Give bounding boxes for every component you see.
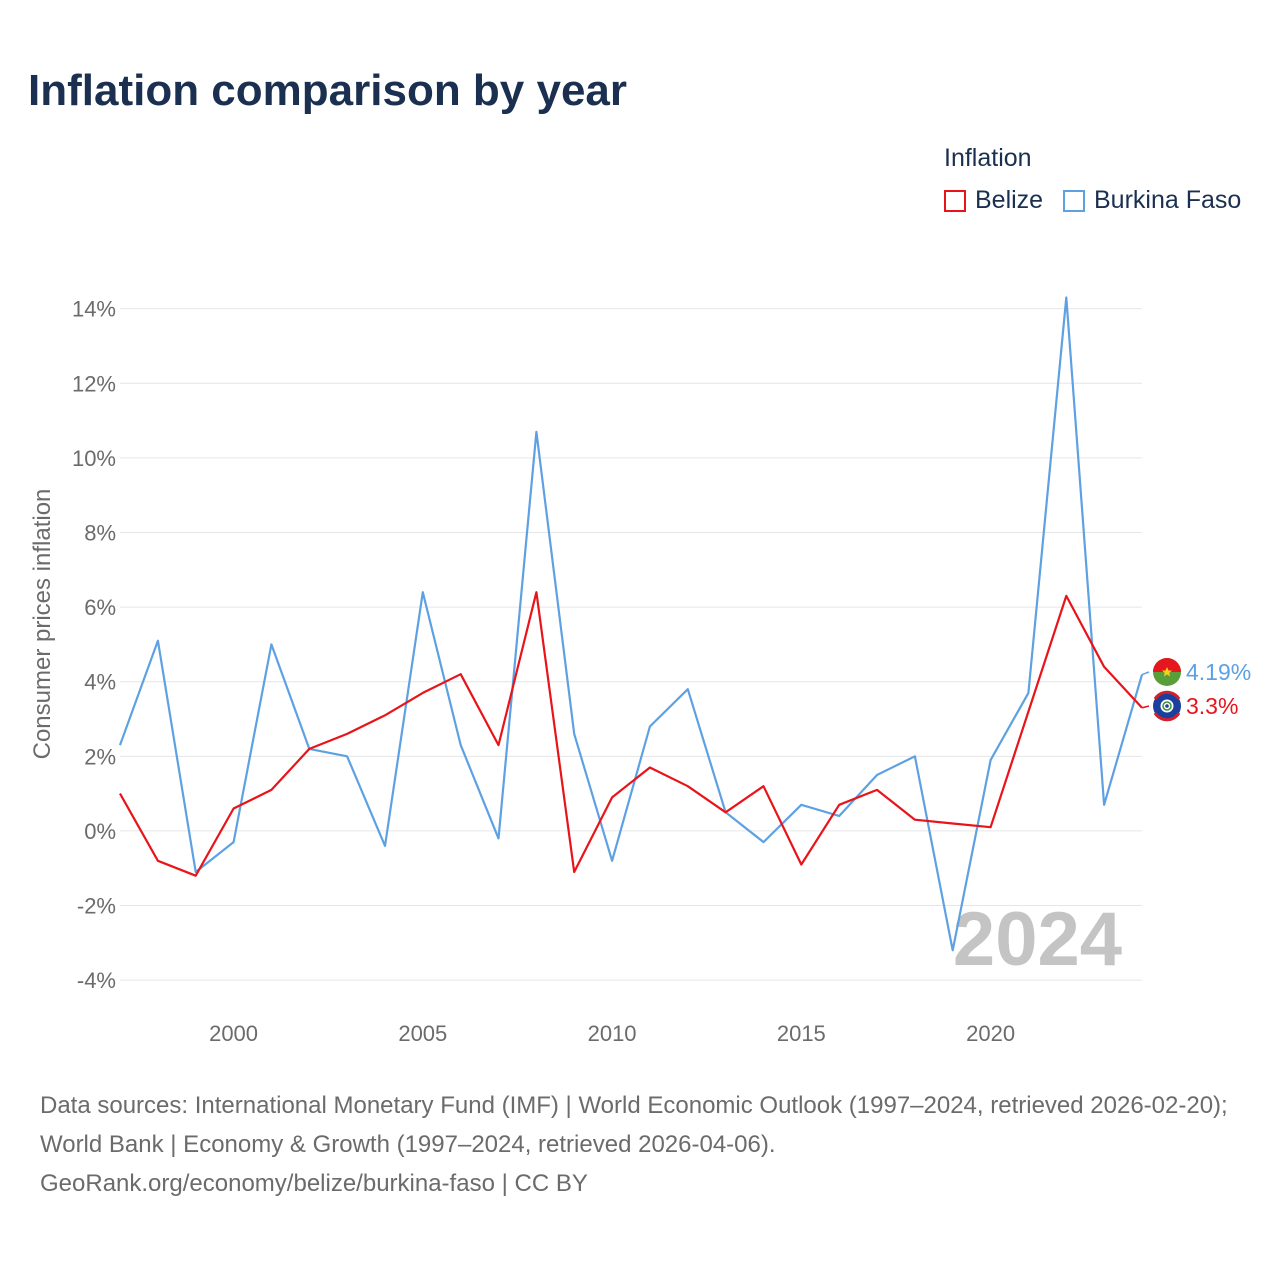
footer: Data sources: International Monetary Fun… <box>40 1086 1250 1203</box>
credit-link[interactable]: GeoRank.org/economy/belize/burkina-faso … <box>40 1170 588 1197</box>
x-tick-label: 2000 <box>209 1021 258 1046</box>
legend-label-belize: Belize <box>975 186 1044 214</box>
chart-title: Inflation comparison by year <box>28 66 628 115</box>
flag-wreath <box>1162 701 1172 711</box>
end-value-label-belize: 3.3% <box>1186 693 1238 719</box>
legend-swatch-belize <box>944 189 966 212</box>
y-tick-label: -2% <box>77 894 116 919</box>
series-line-belize <box>119 591 1143 877</box>
line-chart: -4%-2%0%2%4%6%8%10%12%14% 2000 2005 2010 20… <box>29 296 1251 1046</box>
y-tick-label: 6% <box>84 595 116 620</box>
end-connector <box>1141 671 1150 676</box>
y-tick-label: 2% <box>84 744 116 769</box>
y-tick-label: 12% <box>72 371 116 396</box>
y-axis-label: Consumer prices inflation <box>29 489 56 760</box>
x-tick-label: 2005 <box>398 1021 447 1046</box>
y-tick-label: 4% <box>84 670 116 695</box>
end-connector <box>1141 705 1150 709</box>
y-tick-label: -4% <box>77 968 116 993</box>
burkina-faso-flag-icon <box>1153 658 1181 686</box>
y-tick-label: 14% <box>72 297 116 322</box>
grid-lines <box>120 308 1142 981</box>
end-value-label-burkina-faso: 4.19% <box>1186 659 1251 685</box>
belize-flag-icon <box>1153 690 1181 722</box>
legend-item-burkina-faso[interactable]: Burkina Faso <box>1063 186 1241 215</box>
flag-star <box>1162 667 1172 677</box>
legend-swatch-burkina-faso <box>1063 189 1085 212</box>
data-sources: Data sources: International Monetary Fun… <box>40 1092 1228 1158</box>
x-tick-label: 2010 <box>588 1021 637 1046</box>
flag-top-stripe <box>1153 690 1181 700</box>
x-tick-label: 2015 <box>777 1021 826 1046</box>
series-lines <box>118 296 1144 952</box>
legend-label-burkina-faso: Burkina Faso <box>1094 186 1242 214</box>
legend-title: Inflation <box>944 144 1032 172</box>
legend-item-belize[interactable]: Belize <box>944 186 1043 215</box>
y-axis-ticks: -4% -2% 0% 2% 4% 6% 8% 10% 12% 14% <box>72 297 116 994</box>
end-markers: 4.19% 3.3% <box>1141 658 1251 722</box>
flag-shield <box>1165 704 1169 708</box>
x-axis-ticks: 2000 2005 2010 2015 2020 <box>209 1021 1015 1046</box>
year-watermark: 2024 <box>953 897 1122 982</box>
y-tick-label: 0% <box>84 819 116 844</box>
y-tick-label: 8% <box>84 520 116 545</box>
flag-bottom-stripe <box>1153 712 1181 722</box>
y-tick-label: 10% <box>72 446 116 471</box>
x-tick-label: 2020 <box>966 1021 1015 1046</box>
flag-top-half <box>1153 658 1181 672</box>
series-line-burkina-faso <box>118 296 1144 952</box>
